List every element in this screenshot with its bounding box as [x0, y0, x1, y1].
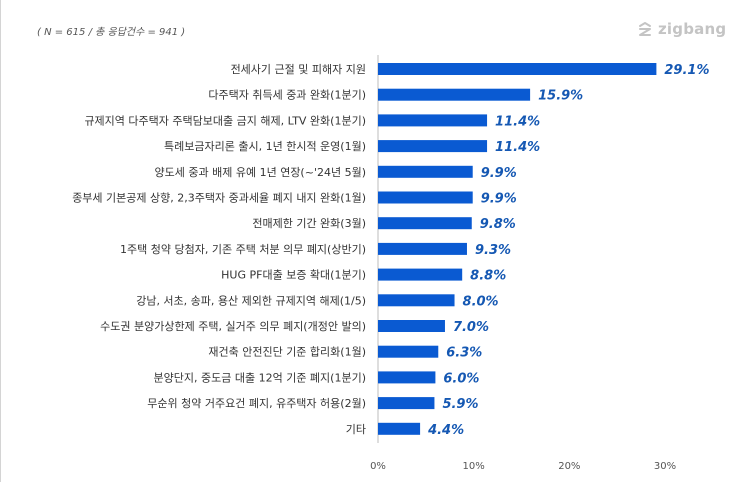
category-label: 특례보금자리론 출시, 1년 한시적 운영(1월) [164, 140, 366, 153]
value-label: 9.3% [475, 243, 511, 258]
category-label: 분양단지, 중도금 대출 12억 기준 폐지(1분기) [154, 371, 366, 384]
category-label: 강남, 서초, 송파, 용산 제외한 규제지역 해제(1/5) [136, 293, 366, 307]
x-tick-label: 20% [558, 461, 580, 472]
bar [378, 242, 467, 255]
category-label: 무순위 청약 거주요건 폐지, 유주택자 허용(2월) [147, 396, 366, 410]
bar [378, 397, 435, 410]
category-label: 다주택자 취득세 중과 완화(1분기) [208, 89, 366, 102]
bar [378, 114, 488, 127]
category-label: 규제지역 다주택자 주택담보대출 금지 해제, LTV 완화(1분기) [84, 113, 366, 127]
bar [378, 294, 455, 307]
value-label: 6.0% [443, 371, 479, 386]
value-label: 11.4% [495, 140, 540, 155]
value-label: 9.9% [481, 192, 517, 207]
logo-text: zigbang [658, 20, 727, 38]
value-label: 9.8% [480, 217, 516, 232]
category-label: 종부세 기본공제 상향, 2,3주택자 중과세율 폐지 내지 완화(1월) [72, 192, 366, 205]
sample-note: ( N = 615 / 총 응답건수 = 941 ) [37, 27, 186, 38]
left-border [0, 0, 1, 482]
bar [378, 371, 436, 384]
x-tick-label: 0% [370, 461, 386, 472]
category-label: HUG PF대출 보증 확대(1분기) [221, 269, 366, 282]
bar [378, 422, 421, 435]
value-label: 8.8% [470, 269, 506, 284]
bar [378, 345, 439, 358]
category-label: 수도권 분양가상한제 주택, 실거주 의무 폐지(개정안 발의) [100, 320, 366, 333]
category-label: 양도세 중과 배제 유예 1년 연장(~'24년 5월) [155, 166, 366, 179]
brand-logo: zigbang [637, 18, 726, 40]
bar [378, 165, 473, 178]
x-tick-label: 10% [463, 461, 485, 472]
category-label: 기타 [346, 423, 366, 436]
value-label: 11.4% [495, 114, 540, 129]
bar [378, 140, 488, 153]
value-label: 29.1% [664, 63, 709, 78]
x-tick-label: 30% [654, 461, 676, 472]
category-label: 재건축 안전진단 기준 합리화(1월) [208, 346, 366, 359]
bar [378, 63, 657, 75]
value-label: 9.9% [481, 166, 517, 181]
category-label: 1주택 청약 당첨자, 기존 주택 처분 의무 폐지(상반기) [120, 242, 366, 256]
bar [378, 320, 445, 332]
value-label: 8.0% [463, 294, 499, 309]
bar [378, 268, 463, 281]
value-label: 4.4% [427, 423, 464, 438]
value-label: 15.9% [538, 89, 583, 104]
zigbang-logo-icon [639, 22, 651, 36]
value-label: 5.9% [442, 397, 478, 412]
category-label: 전세사기 근절 및 피해자 지원 [231, 62, 366, 76]
value-label: 7.0% [453, 320, 489, 335]
value-label: 6.3% [446, 346, 482, 361]
bar [378, 217, 472, 230]
bar [378, 191, 473, 204]
bar [378, 88, 531, 101]
category-label: 전매제한 기간 완화(3월) [252, 217, 366, 230]
